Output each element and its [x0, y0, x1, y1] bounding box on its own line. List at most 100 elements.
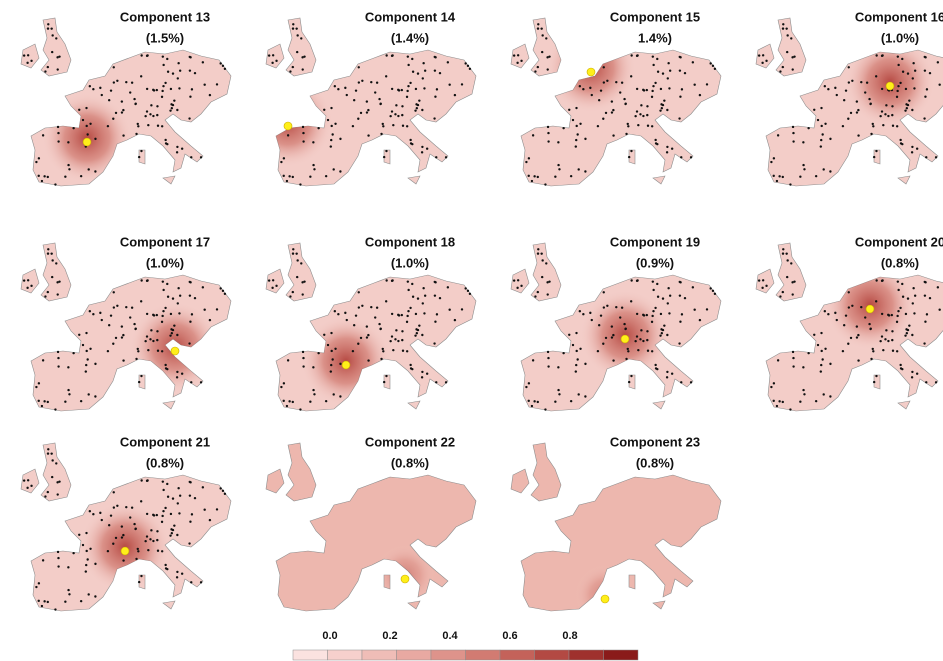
station [816, 118, 820, 122]
station [540, 27, 543, 30]
station [612, 333, 615, 337]
station [813, 333, 816, 336]
station [711, 289, 715, 293]
station [160, 550, 164, 553]
station [868, 322, 871, 326]
station [380, 357, 383, 361]
station [520, 284, 523, 288]
station [525, 385, 528, 389]
station [464, 287, 467, 290]
station [94, 395, 97, 398]
station [280, 385, 283, 389]
station [761, 54, 765, 57]
station [137, 580, 141, 584]
station [164, 142, 168, 145]
station [667, 286, 670, 290]
station [793, 280, 796, 283]
station [645, 313, 649, 317]
colorbar-tick-label: 0.8 [562, 630, 577, 642]
station [78, 108, 81, 111]
station [329, 145, 333, 148]
station [652, 288, 655, 292]
station [882, 123, 885, 127]
station [401, 113, 404, 117]
station [208, 318, 212, 322]
station [666, 333, 669, 337]
station [661, 72, 665, 75]
station [57, 131, 60, 135]
station [352, 324, 356, 327]
station [282, 174, 285, 178]
station [623, 322, 626, 326]
station [190, 381, 193, 384]
station [547, 140, 550, 143]
station [152, 539, 155, 543]
station [855, 336, 859, 339]
station [663, 99, 666, 102]
station [827, 87, 830, 91]
station [761, 286, 764, 290]
station [691, 61, 695, 64]
station [418, 99, 421, 102]
station [112, 117, 115, 120]
station [89, 547, 92, 550]
station [22, 479, 26, 482]
station [50, 475, 54, 479]
station [144, 114, 147, 118]
station [140, 574, 143, 578]
station [680, 313, 684, 316]
station [857, 359, 860, 362]
station [834, 86, 837, 90]
map-panel [265, 17, 477, 187]
station [557, 366, 560, 369]
station [379, 102, 382, 105]
station [146, 479, 149, 482]
station [85, 124, 88, 128]
station [357, 342, 360, 345]
station [190, 581, 193, 584]
station [161, 280, 165, 283]
station [46, 400, 49, 404]
station [790, 37, 793, 40]
station [149, 113, 152, 116]
station [86, 558, 89, 561]
station [46, 290, 50, 294]
station [50, 275, 54, 279]
station [630, 374, 633, 378]
station [411, 282, 414, 286]
station [160, 520, 164, 524]
station [189, 520, 192, 523]
station [602, 291, 605, 294]
land [775, 242, 807, 302]
station [596, 124, 600, 128]
panel-title: Component 16 [855, 9, 943, 24]
station [79, 399, 83, 403]
land [652, 175, 666, 185]
station [390, 87, 394, 91]
station [781, 27, 785, 30]
station [536, 252, 540, 255]
station [590, 93, 593, 97]
station [395, 104, 398, 107]
station [667, 61, 670, 65]
station [891, 113, 894, 117]
station [330, 331, 333, 335]
station [361, 304, 364, 307]
station [313, 393, 316, 396]
station [925, 88, 929, 91]
station [333, 310, 337, 313]
station [691, 286, 695, 289]
station [589, 86, 592, 90]
station [575, 349, 578, 353]
station [778, 400, 781, 403]
station [382, 155, 386, 159]
station [57, 356, 60, 360]
station [880, 335, 884, 338]
station [67, 141, 70, 144]
station [531, 134, 535, 137]
land [755, 43, 775, 69]
station [81, 118, 85, 122]
station [791, 293, 794, 296]
station [414, 312, 418, 316]
